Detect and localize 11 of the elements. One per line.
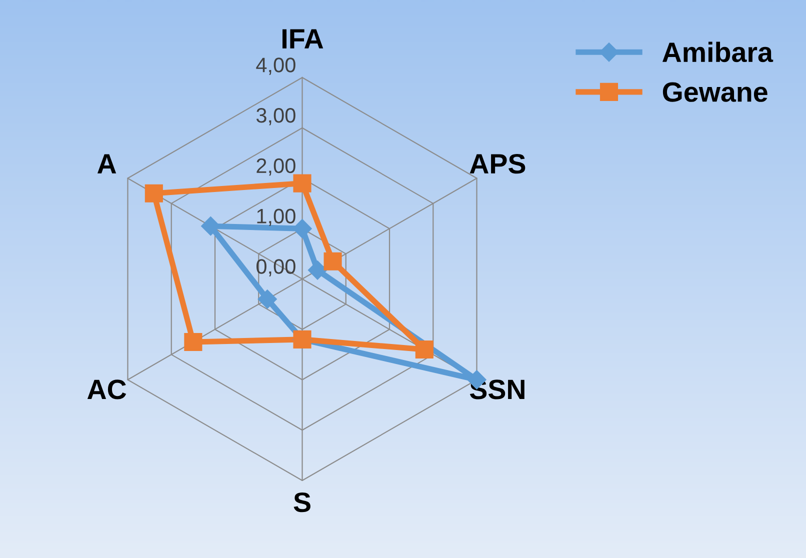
y-tick-label: 1,00 [257, 208, 296, 226]
spoke-label: S [294, 492, 310, 512]
y-tick-label: 2,00 [256, 158, 296, 176]
y-tick-label: 3,00 [256, 108, 296, 126]
legend-label: Gewane [662, 82, 768, 102]
spoke-label: IFA [282, 29, 324, 48]
y-tick-label: 4,00 [256, 58, 296, 75]
spoke-label: APS [470, 154, 526, 174]
spoke-label: A [97, 154, 116, 174]
legend-label: Amibara [662, 42, 774, 62]
spoke-label: AC [87, 380, 126, 400]
